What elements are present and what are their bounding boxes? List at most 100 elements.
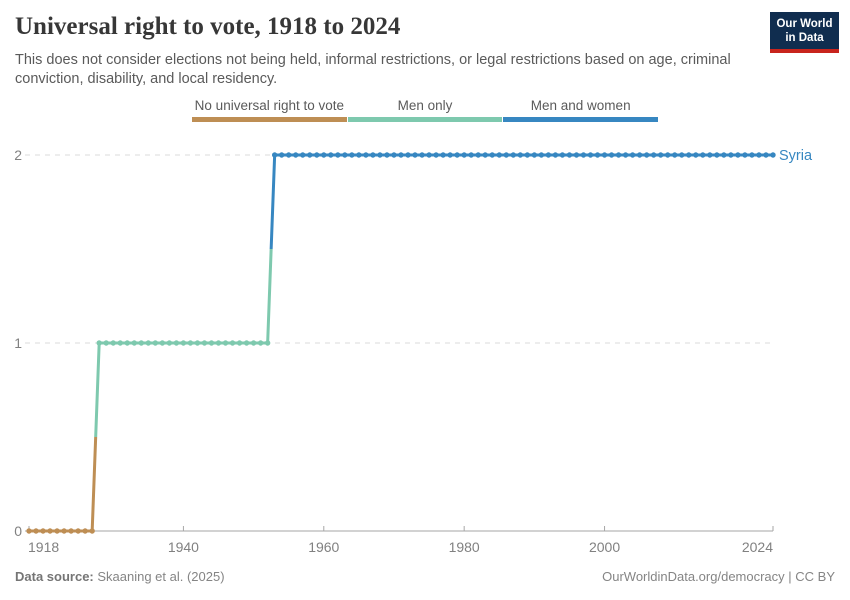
data-point-2007[interactable] [650,152,657,158]
data-point-1946[interactable] [222,340,229,346]
data-point-2020[interactable] [742,152,748,158]
data-point-1957[interactable] [300,152,306,158]
data-point-2014[interactable] [700,152,706,158]
owid-logo[interactable]: Our World in Data [770,12,839,53]
data-point-2013[interactable] [693,152,699,158]
data-point-1971[interactable] [398,152,404,158]
data-point-1964[interactable] [349,152,355,158]
data-point-1952[interactable] [264,340,271,346]
data-point-1969[interactable] [384,152,390,158]
data-point-1981[interactable] [468,152,474,158]
data-point-1998[interactable] [587,152,594,158]
data-point-1993[interactable] [552,152,559,158]
data-point-1934[interactable] [138,340,145,346]
data-point-1955[interactable] [285,152,292,158]
data-point-1920[interactable] [40,528,46,534]
data-point-2001[interactable] [608,152,615,158]
data-point-1980[interactable] [461,152,467,158]
data-point-1951[interactable] [257,340,264,346]
data-point-1940[interactable] [180,340,187,346]
data-point-1921[interactable] [47,528,53,534]
data-point-1958[interactable] [307,152,313,158]
data-point-1968[interactable] [377,152,383,158]
data-point-2024[interactable] [770,152,776,158]
data-point-1991[interactable] [538,152,545,158]
data-point-2018[interactable] [728,152,734,158]
data-point-2002[interactable] [615,152,622,158]
entity-label-syria[interactable]: Syria [779,148,813,164]
data-point-1966[interactable] [363,152,369,158]
data-point-1967[interactable] [370,152,376,158]
data-point-1963[interactable] [342,152,348,158]
data-point-1995[interactable] [566,152,573,158]
data-point-1926[interactable] [82,528,88,534]
data-point-2015[interactable] [707,152,713,158]
data-point-1936[interactable] [152,340,159,346]
data-point-1933[interactable] [131,340,137,346]
data-point-1961[interactable] [328,152,334,158]
data-point-1928[interactable] [96,340,102,346]
data-point-1938[interactable] [166,340,173,346]
data-point-1949[interactable] [243,340,250,346]
data-point-1985[interactable] [496,152,502,158]
data-point-1959[interactable] [314,152,320,158]
data-point-1929[interactable] [103,340,109,346]
data-point-1932[interactable] [124,340,130,346]
data-point-1992[interactable] [545,152,552,158]
data-point-2004[interactable] [629,152,636,158]
data-point-1997[interactable] [580,152,587,158]
data-point-2019[interactable] [735,152,741,158]
data-point-1927[interactable] [89,528,95,534]
data-point-2016[interactable] [714,152,720,158]
series-segment-men-and-women[interactable] [269,153,773,250]
data-point-1982[interactable] [475,152,481,158]
data-point-1924[interactable] [68,528,74,534]
data-point-1937[interactable] [159,340,166,346]
data-point-1945[interactable] [215,340,222,346]
data-point-1923[interactable] [61,528,67,534]
data-point-1984[interactable] [489,152,495,158]
data-point-2000[interactable] [601,152,608,158]
data-point-2012[interactable] [686,152,692,158]
data-point-1947[interactable] [229,340,236,346]
data-point-2003[interactable] [622,152,629,158]
data-point-1983[interactable] [482,152,488,158]
data-point-2022[interactable] [756,152,762,158]
data-point-1988[interactable] [517,152,524,158]
data-point-2005[interactable] [636,152,643,158]
data-point-1953[interactable] [271,152,278,158]
license-link[interactable]: OurWorldinData.org/democracy | CC BY [602,569,835,584]
data-point-1941[interactable] [187,340,194,346]
data-point-1918[interactable] [26,528,32,534]
data-point-1919[interactable] [33,528,39,534]
data-point-1987[interactable] [510,152,517,158]
data-point-2008[interactable] [657,152,664,158]
data-point-1944[interactable] [208,340,215,346]
data-point-1976[interactable] [433,152,439,158]
data-point-1996[interactable] [573,152,580,158]
data-point-2009[interactable] [665,152,671,158]
data-point-2021[interactable] [749,152,755,158]
data-point-1974[interactable] [419,152,425,158]
data-point-1922[interactable] [54,528,60,534]
data-point-1950[interactable] [250,340,257,346]
data-point-1935[interactable] [145,340,152,346]
data-point-1977[interactable] [440,152,446,158]
data-point-1954[interactable] [278,152,285,158]
data-point-1956[interactable] [293,152,299,158]
series-segment-no-universal-right-to-vote[interactable] [29,436,98,533]
data-point-2017[interactable] [721,152,727,158]
data-point-1939[interactable] [173,340,180,346]
data-point-2011[interactable] [679,152,685,158]
data-point-1990[interactable] [531,152,538,158]
data-point-1943[interactable] [201,340,208,346]
data-point-1978[interactable] [447,152,453,158]
data-point-1986[interactable] [503,152,509,158]
data-point-1979[interactable] [454,152,460,158]
data-point-1925[interactable] [75,528,81,534]
data-point-1931[interactable] [117,340,123,346]
data-point-1962[interactable] [335,152,341,158]
data-point-2010[interactable] [672,152,678,158]
data-point-1948[interactable] [236,340,243,346]
